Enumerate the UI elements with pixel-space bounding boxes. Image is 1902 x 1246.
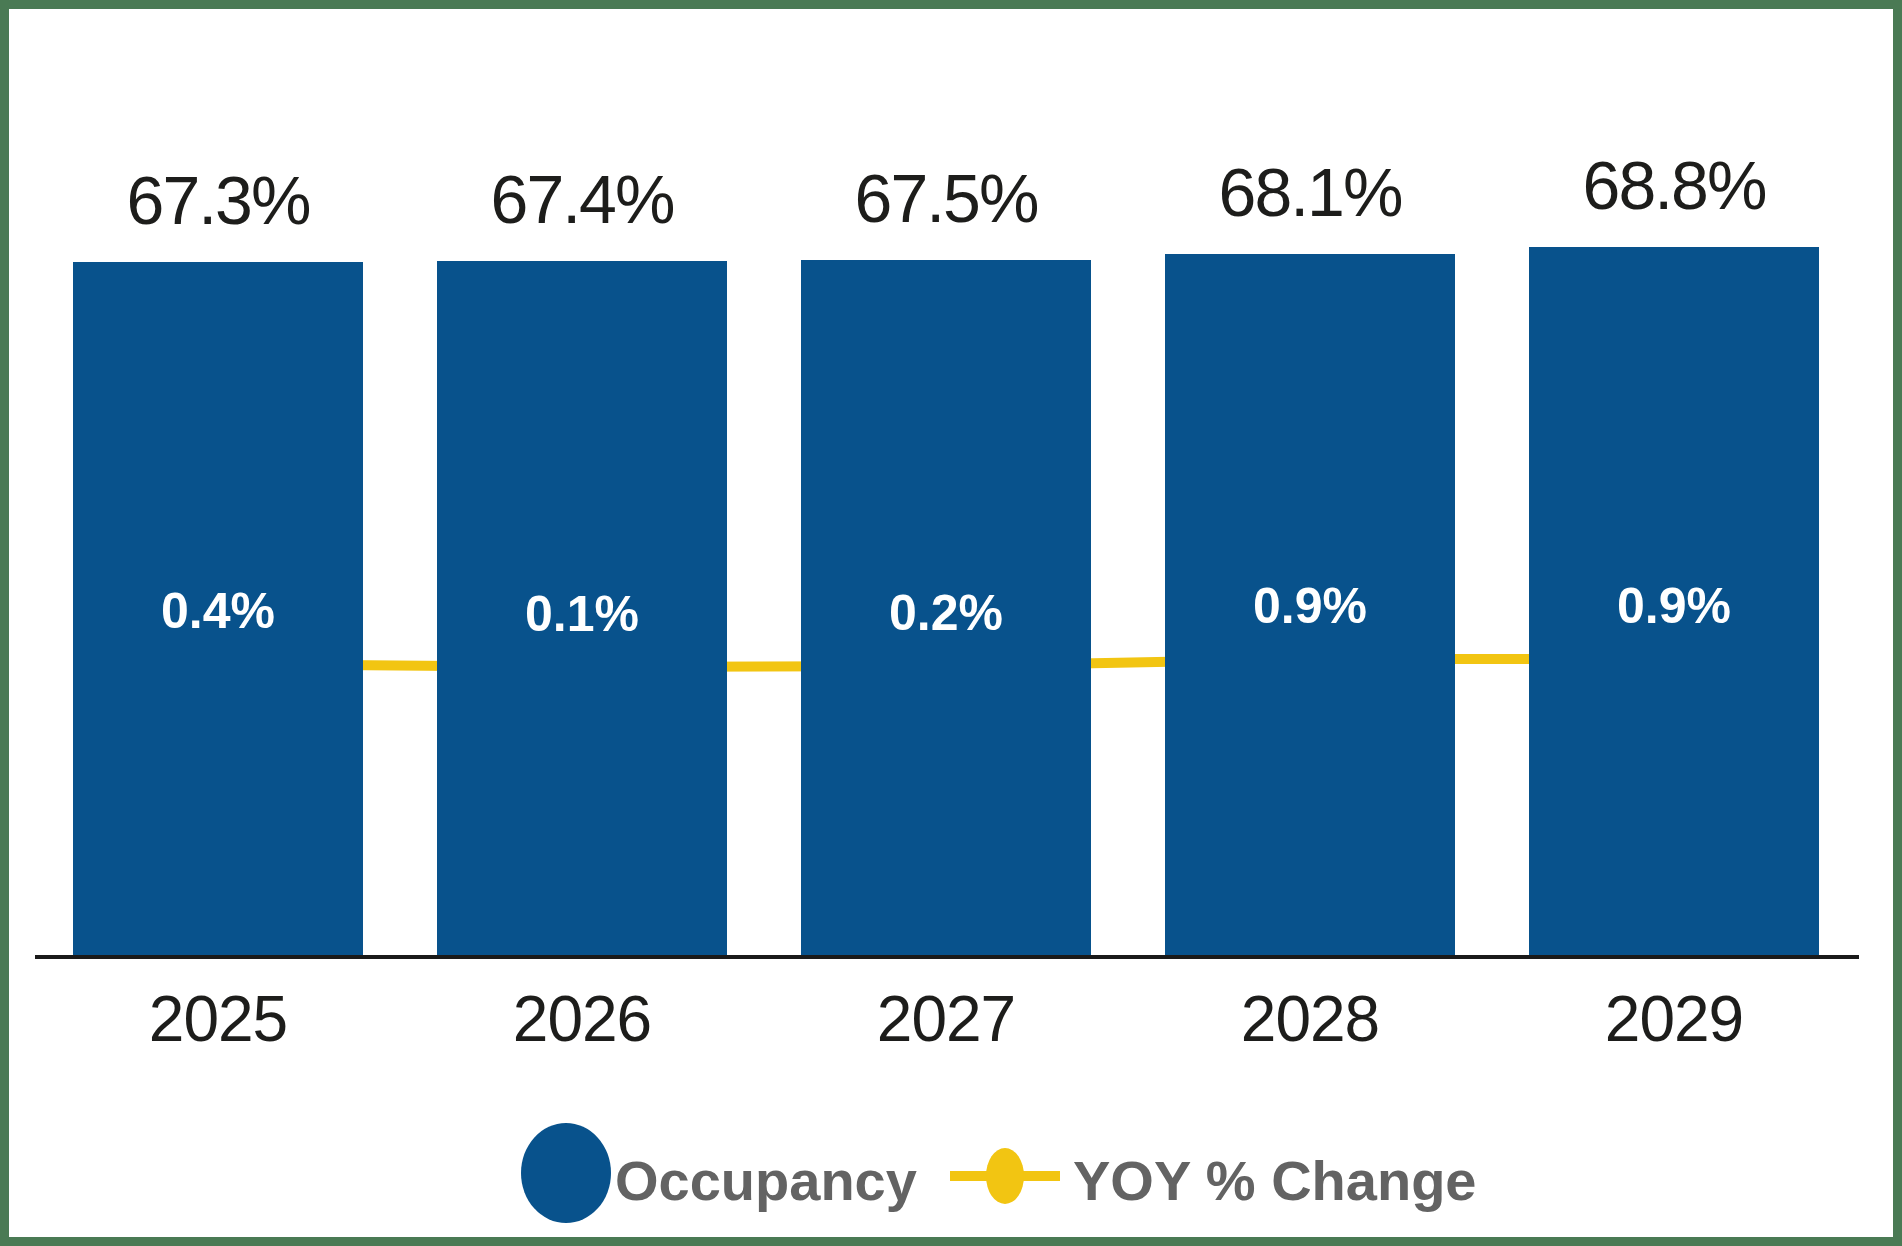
- x-axis-tick-label: 2028: [1150, 987, 1470, 1051]
- x-axis-line: [35, 955, 1859, 959]
- yoy-value-label: 0.9%: [1160, 581, 1460, 631]
- legend-label-occupancy: Occupancy: [615, 1153, 917, 1209]
- x-axis-tick-label: 2025: [58, 987, 378, 1051]
- yoy-value-label: 0.1%: [432, 589, 732, 639]
- x-axis-tick-label: 2026: [422, 987, 742, 1051]
- yoy-value-label: 0.9%: [1524, 581, 1824, 631]
- occupancy-value-label: 67.4%: [422, 165, 742, 233]
- plot-area: 67.3% 0.4% 2025 67.4% 0.1% 2026 67.5% 0.2% 2027 6…: [9, 9, 1893, 1237]
- yoy-legend-line-dot-swatch: [950, 1171, 1060, 1181]
- yoy-value-label: 0.4%: [68, 586, 368, 636]
- occupancy-legend-swatch: [521, 1123, 611, 1223]
- yoy-value-label: 0.2%: [796, 588, 1096, 638]
- legend-label-yoy: YOY % Change: [1073, 1153, 1477, 1209]
- occupancy-value-label: 67.3%: [58, 166, 378, 234]
- chart-frame: 67.3% 0.4% 2025 67.4% 0.1% 2026 67.5% 0.2% 2027 6…: [0, 0, 1902, 1246]
- occupancy-value-label: 67.5%: [786, 164, 1106, 232]
- occupancy-value-label: 68.8%: [1514, 151, 1834, 219]
- x-axis-tick-label: 2029: [1514, 987, 1834, 1051]
- occupancy-value-label: 68.1%: [1150, 158, 1470, 226]
- x-axis-tick-label: 2027: [786, 987, 1106, 1051]
- yoy-legend-dot-icon: [986, 1148, 1024, 1204]
